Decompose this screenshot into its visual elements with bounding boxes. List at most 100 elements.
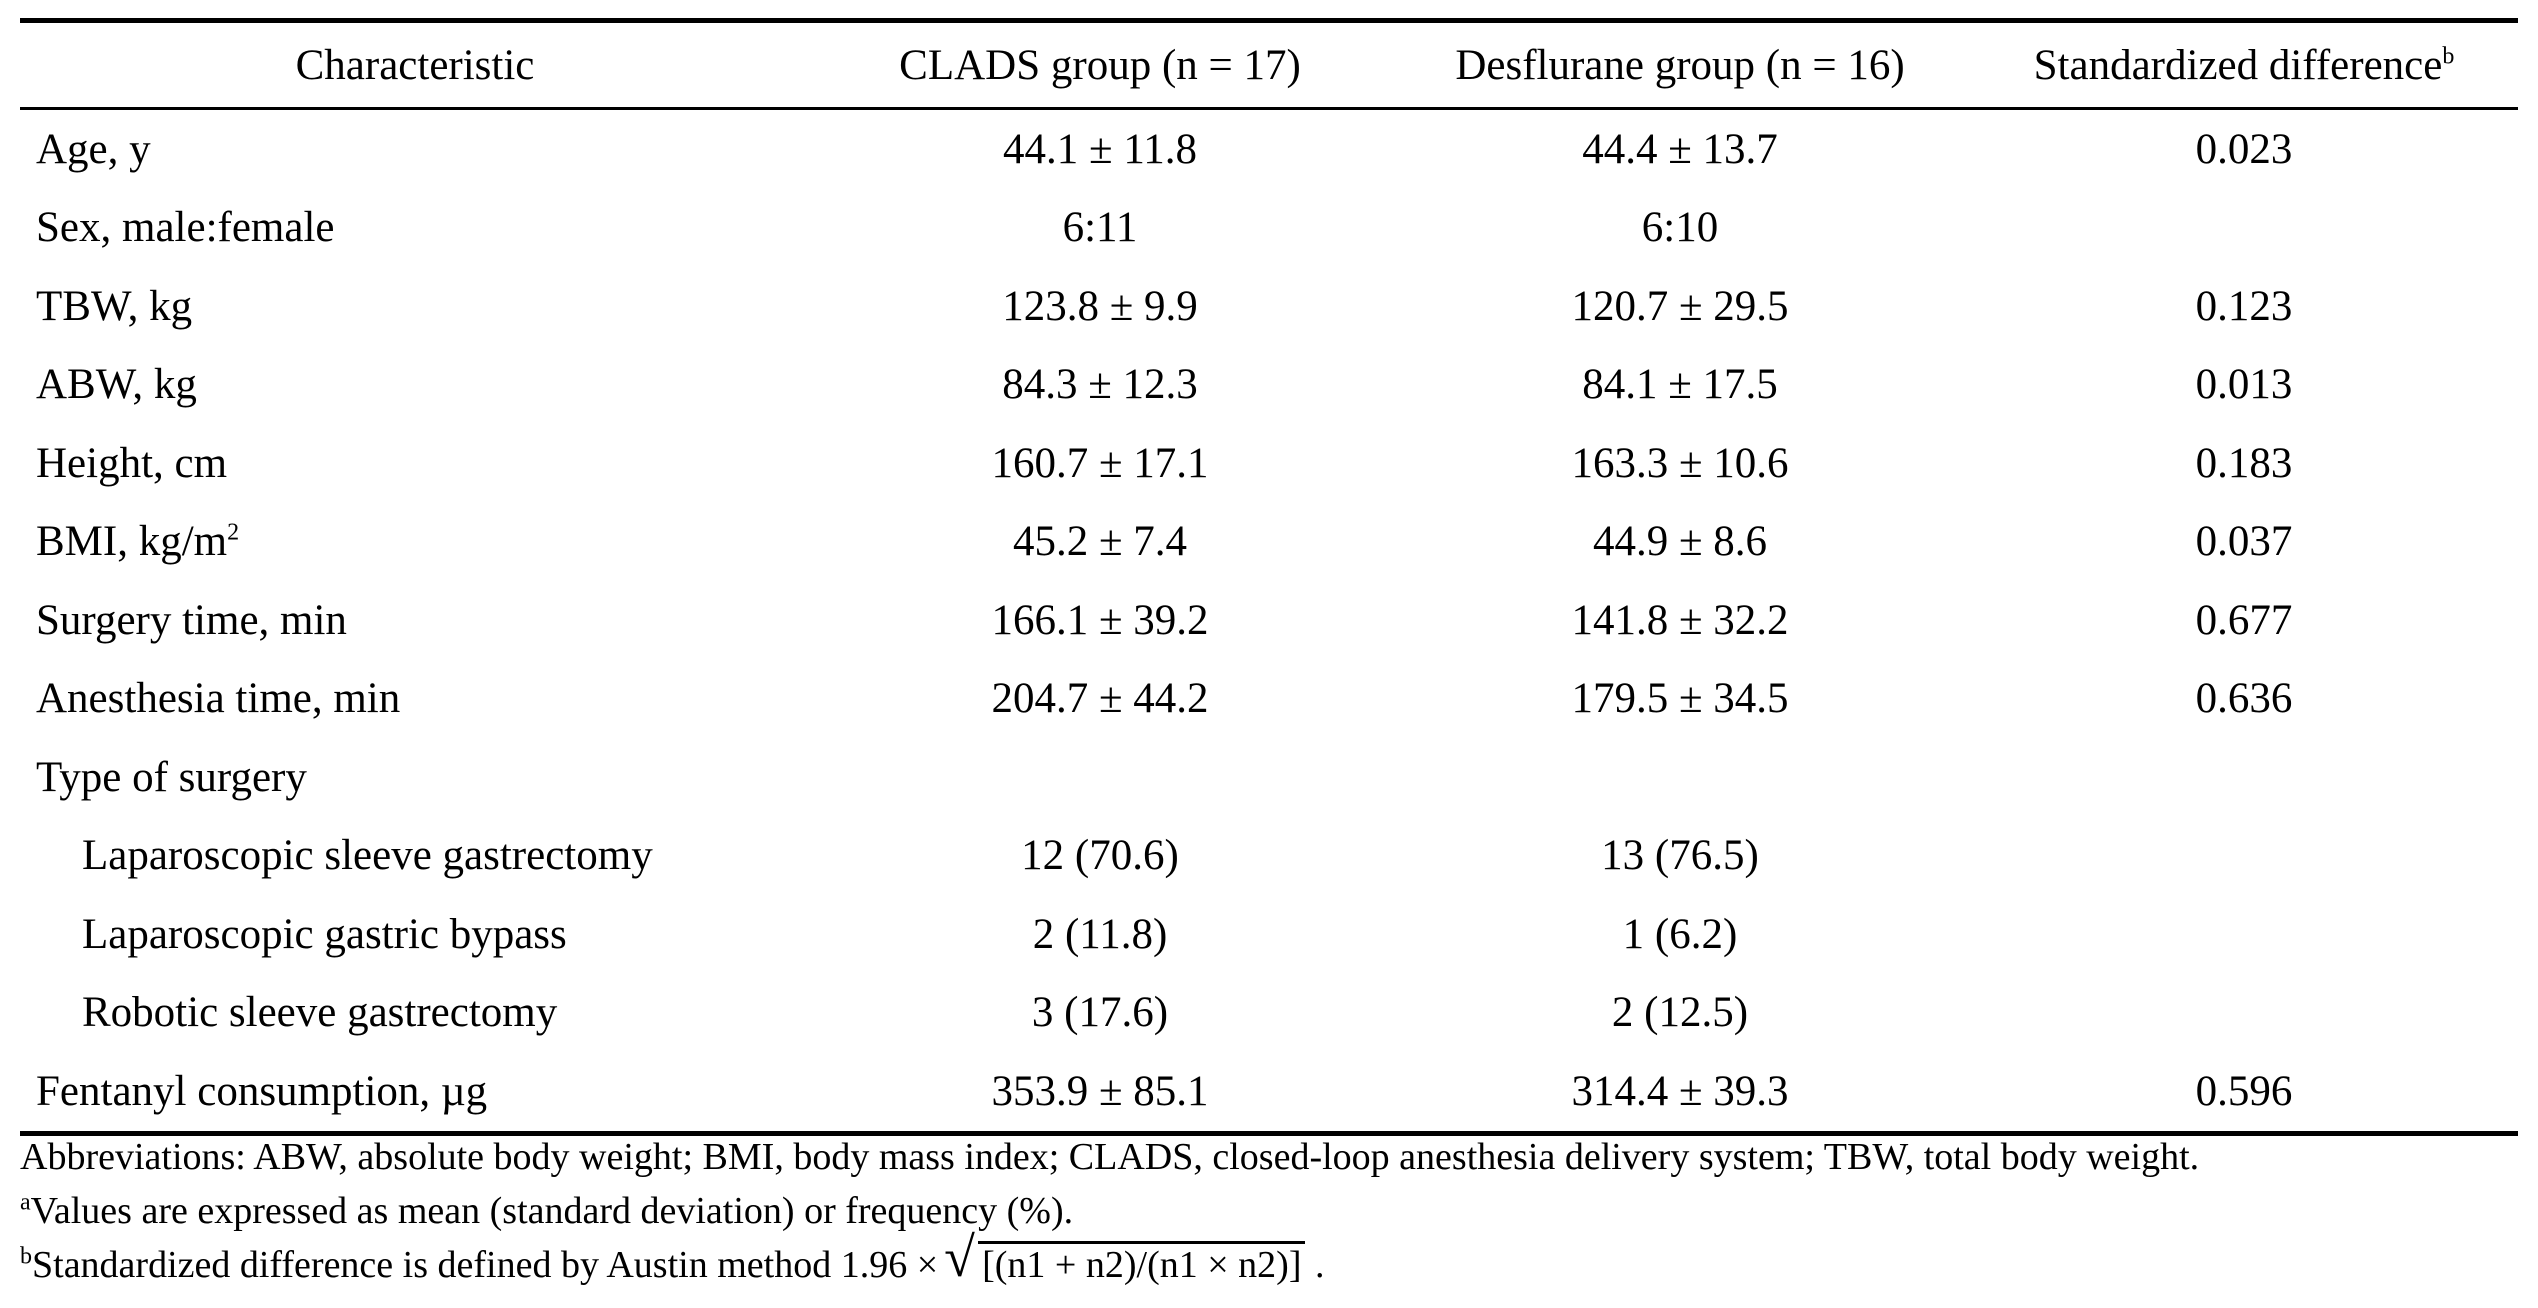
cell-clads: 3 (17.6)	[810, 974, 1390, 1053]
header-clads-group: CLADS group (n = 17)	[899, 41, 1301, 89]
cell-desflurane-text: 2 (12.5)	[1611, 989, 1749, 1037]
cell-standardized-difference: 0.037	[1970, 503, 2518, 582]
table-footnotes: Abbreviations: ABW, absolute body weight…	[20, 1130, 2518, 1292]
table-row: Laparoscopic gastric bypass 2 (11.8) 1 (6.…	[20, 895, 2518, 974]
cell-clads-text: 12 (70.6)	[1021, 832, 1179, 880]
cell-desflurane: 13 (76.5)	[1390, 817, 1970, 896]
cell-desflurane-text: 1 (6.2)	[1622, 910, 1738, 958]
cell-characteristic: Age, y	[20, 109, 810, 189]
cell-characteristic: Sex, male:female	[20, 189, 810, 268]
square-root-expression: √ [(n1 + n2)/(n1 × n2)]	[944, 1230, 1306, 1292]
cell-desflurane	[1390, 738, 1970, 817]
table-row: Surgery time, min 166.1 ± 39.2 141.8 ± 32.…	[20, 581, 2518, 660]
cell-standardized-difference: 0.013	[1970, 346, 2518, 425]
cell-desflurane: 141.8 ± 32.2	[1390, 581, 1970, 660]
table-row: Sex, male:female 6:11 6:10	[20, 189, 2518, 268]
cell-standardized-difference-text: 0.037	[2195, 518, 2293, 566]
cell-desflurane: 44.9 ± 8.6	[1390, 503, 1970, 582]
cell-desflurane-text: 314.4 ± 39.3	[1571, 1067, 1789, 1115]
cell-characteristic: Anesthesia time, min	[20, 660, 810, 739]
unit-superscript: 2	[227, 519, 240, 546]
cell-characteristic-text: Type of surgery	[36, 753, 307, 801]
cell-standardized-difference	[1970, 895, 2518, 974]
table-row: BMI, kg/m2 45.2 ± 7.4 44.9 ± 8.6 0.037	[20, 503, 2518, 582]
cell-standardized-difference: 0.636	[1970, 660, 2518, 739]
table-row: ABW, kg 84.3 ± 12.3 84.1 ± 17.5 0.013	[20, 346, 2518, 425]
cell-desflurane-text: 84.1 ± 17.5	[1582, 361, 1778, 409]
cell-characteristic: Laparoscopic gastric bypass	[20, 895, 810, 974]
cell-characteristic: Laparoscopic sleeve gastrectomy	[20, 817, 810, 896]
cell-standardized-difference-text: 0.677	[2195, 596, 2293, 644]
cell-clads: 12 (70.6)	[810, 817, 1390, 896]
cell-clads-text: 160.7 ± 17.1	[991, 439, 1209, 487]
cell-characteristic-text: BMI, kg/m	[36, 518, 228, 566]
cell-desflurane: 1 (6.2)	[1390, 895, 1970, 974]
footnote-b-marker: b	[20, 1243, 32, 1270]
cell-characteristic-text: ABW, kg	[36, 361, 197, 409]
cell-desflurane-text: 163.3 ± 10.6	[1571, 439, 1789, 487]
cell-characteristic-text: Height, cm	[36, 439, 228, 487]
cell-clads: 166.1 ± 39.2	[810, 581, 1390, 660]
cell-desflurane: 163.3 ± 10.6	[1390, 424, 1970, 503]
cell-clads: 123.8 ± 9.9	[810, 267, 1390, 346]
cell-desflurane: 2 (12.5)	[1390, 974, 1970, 1053]
cell-desflurane-text: 141.8 ± 32.2	[1571, 596, 1789, 644]
cell-standardized-difference-text: 0.013	[2195, 361, 2293, 409]
cell-desflurane-text: 44.4 ± 13.7	[1582, 125, 1778, 173]
cell-clads-text: 3 (17.6)	[1031, 989, 1169, 1037]
cell-characteristic: TBW, kg	[20, 267, 810, 346]
cell-clads: 160.7 ± 17.1	[810, 424, 1390, 503]
table-row: Height, cm 160.7 ± 17.1 163.3 ± 10.6 0.183	[20, 424, 2518, 503]
table-row: TBW, kg 123.8 ± 9.9 120.7 ± 29.5 0.123	[20, 267, 2518, 346]
cell-clads-text: 44.1 ± 11.8	[1002, 125, 1197, 173]
cell-clads-text: 2 (11.8)	[1032, 910, 1168, 958]
cell-standardized-difference	[1970, 738, 2518, 817]
cell-clads: 45.2 ± 7.4	[810, 503, 1390, 582]
cell-clads-text: 353.9 ± 85.1	[991, 1067, 1209, 1115]
cell-desflurane: 314.4 ± 39.3	[1390, 1052, 1970, 1133]
table-row: Laparoscopic sleeve gastrectomy 12 (70.6)…	[20, 817, 2518, 896]
table: Characteristic CLADS group (n = 17) Desf…	[20, 18, 2518, 1136]
cell-clads-text: 84.3 ± 12.3	[1002, 361, 1198, 409]
cell-clads: 204.7 ± 44.2	[810, 660, 1390, 739]
header-standardized-difference: Standardized differenceb	[1970, 21, 2518, 109]
cell-clads-text: 6:11	[1062, 204, 1138, 252]
cell-clads: 353.9 ± 85.1	[810, 1052, 1390, 1133]
footnote-b-text: Standardized difference is defined by Au…	[32, 1244, 939, 1286]
cell-clads: 2 (11.8)	[810, 895, 1390, 974]
cell-standardized-difference: 0.183	[1970, 424, 2518, 503]
square-root-radicand: [(n1 + n2)/(n1 × n2)]	[978, 1241, 1306, 1286]
footnote-a: aValues are expressed as mean (standard …	[20, 1184, 2518, 1238]
table-body: Age, y 44.1 ± 11.8 44.4 ± 13.7 0.023 Sex, ma…	[20, 109, 2518, 1133]
table-row: Type of surgery	[20, 738, 2518, 817]
cell-clads: 84.3 ± 12.3	[810, 346, 1390, 425]
cell-clads-text: 45.2 ± 7.4	[1012, 518, 1188, 566]
cell-characteristic-text: Fentanyl consumption, µg	[36, 1067, 488, 1115]
cell-characteristic: BMI, kg/m2	[20, 503, 810, 582]
cell-standardized-difference: 0.123	[1970, 267, 2518, 346]
cell-clads: 44.1 ± 11.8	[810, 109, 1390, 189]
cell-characteristic: Robotic sleeve gastrectomy	[20, 974, 810, 1053]
cell-desflurane: 44.4 ± 13.7	[1390, 109, 1970, 189]
cell-standardized-difference-text: 0.023	[2195, 125, 2293, 173]
cell-characteristic-text: Laparoscopic gastric bypass	[82, 910, 567, 958]
table-row: Fentanyl consumption, µg 353.9 ± 85.1 314.…	[20, 1052, 2518, 1133]
cell-clads: 6:11	[810, 189, 1390, 268]
cell-standardized-difference: 0.596	[1970, 1052, 2518, 1133]
cell-characteristic: ABW, kg	[20, 346, 810, 425]
cell-desflurane: 120.7 ± 29.5	[1390, 267, 1970, 346]
cell-standardized-difference-text: 0.123	[2195, 282, 2293, 330]
cell-standardized-difference	[1970, 189, 2518, 268]
cell-characteristic: Height, cm	[20, 424, 810, 503]
header-characteristic: Characteristic	[295, 41, 535, 89]
cell-desflurane-text: 179.5 ± 34.5	[1571, 675, 1789, 723]
cell-clads-text: 204.7 ± 44.2	[991, 675, 1209, 723]
header-row: Characteristic CLADS group (n = 17) Desf…	[20, 20, 2518, 109]
cell-standardized-difference: 0.023	[1970, 109, 2518, 189]
footnote-marker-b: b	[2442, 43, 2455, 70]
table-row: Robotic sleeve gastrectomy 3 (17.6) 2 (12.…	[20, 974, 2518, 1053]
table-header: Characteristic CLADS group (n = 17) Desf…	[20, 20, 2518, 109]
header-standardized-difference-label: Standardized difference	[2033, 41, 2443, 89]
cell-standardized-difference	[1970, 817, 2518, 896]
cell-desflurane-text: 13 (76.5)	[1601, 832, 1759, 880]
